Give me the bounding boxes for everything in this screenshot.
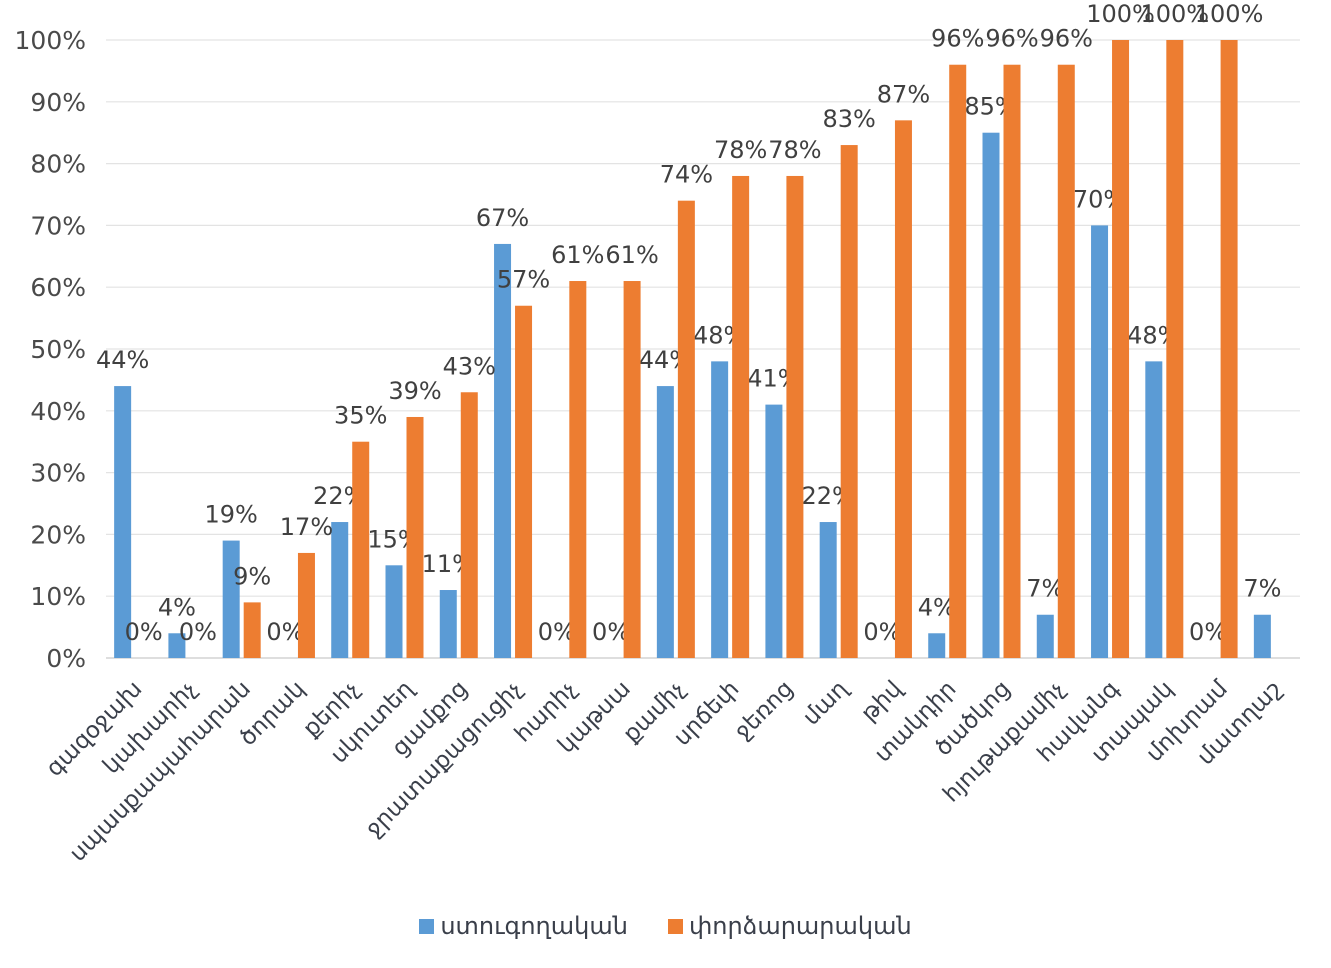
legend: ստուգողական փորձարարական: [0, 912, 1331, 940]
data-label: 96%: [1040, 25, 1093, 53]
x-tick-label: մաղ: [798, 675, 854, 731]
y-tick-label: 90%: [30, 88, 86, 117]
data-label: 74%: [660, 161, 713, 189]
data-label: 4%: [158, 593, 196, 621]
bar-series-1: [385, 565, 403, 658]
bar-series-1: [222, 540, 240, 658]
bar-series-1: [928, 633, 946, 658]
bar-series-2: [1220, 40, 1238, 658]
data-label: 78%: [768, 136, 821, 164]
data-label: 96%: [931, 25, 984, 53]
data-label: 17%: [280, 513, 333, 541]
bar-series-2: [949, 64, 967, 659]
y-tick-label: 0%: [46, 644, 86, 673]
data-label: 0%: [125, 618, 163, 646]
bar-series-2: [894, 120, 912, 659]
bar-series-1: [765, 404, 783, 658]
bar-series-2: [1112, 40, 1130, 658]
legend-swatch-series-1: [419, 918, 435, 934]
bar-series-2: [243, 602, 261, 658]
y-tick-label: 10%: [30, 582, 86, 611]
bar-series-1: [494, 243, 512, 658]
bar-series-1: [114, 386, 132, 658]
bar-series-2: [677, 200, 695, 658]
bar-series-2: [840, 145, 858, 658]
data-label: 100%: [1086, 0, 1155, 28]
bar-series-1: [656, 386, 674, 658]
bar-series-1: [982, 132, 1000, 658]
y-tick-label: 30%: [30, 459, 86, 488]
data-label: 87%: [877, 80, 930, 108]
bar-series-2: [569, 281, 587, 658]
bar-series-1: [1036, 614, 1054, 658]
data-label: 57%: [497, 266, 550, 294]
bar-series-1: [1091, 225, 1109, 658]
bar-series-2: [623, 281, 641, 658]
y-tick-label: 40%: [30, 397, 86, 426]
bar-chart-svg: 0% 10% 20% 30% 40% 50% 60% 70% 80% 90% 100% 44% 4% 19…: [15, 0, 1300, 867]
legend-label-series-2: փորձարարական: [688, 912, 912, 940]
bar-series-1: [1253, 614, 1271, 658]
bar-series-2: [460, 392, 478, 658]
legend-label-series-1: ստուգողական: [440, 912, 628, 940]
bar-series-1: [331, 522, 349, 658]
data-label: 9%: [233, 562, 271, 590]
bar-series-1: [168, 633, 186, 658]
bar-series-2: [1003, 64, 1021, 659]
data-label: 83%: [823, 105, 876, 133]
bar-series-1: [819, 522, 837, 658]
bar-series-2: [406, 416, 424, 658]
data-label: 39%: [388, 377, 441, 405]
bar-series-2: [732, 175, 750, 658]
bar-series-2: [297, 552, 315, 658]
data-label: 7%: [1243, 575, 1281, 603]
bar-series-2: [1057, 64, 1075, 659]
data-label: 19%: [205, 501, 258, 529]
data-label: 61%: [551, 241, 604, 269]
x-tick-label: ջեռոց: [730, 676, 799, 745]
bar-series-1: [711, 361, 729, 658]
y-tick-label: 100%: [15, 26, 86, 55]
data-label: 100%: [1195, 0, 1264, 28]
y-tick-label: 50%: [30, 335, 86, 364]
bar-series-2: [515, 305, 533, 658]
data-label: 67%: [476, 204, 529, 232]
data-label: 78%: [714, 136, 767, 164]
legend-item-series-2: փորձարարական: [667, 912, 912, 940]
data-label: 44%: [96, 346, 149, 374]
bar-series-2: [352, 441, 370, 658]
legend-item-series-1: ստուգողական: [419, 912, 628, 940]
data-label: 0%: [179, 618, 217, 646]
data-label: 61%: [605, 241, 658, 269]
y-tick-label: 20%: [30, 520, 86, 549]
data-label: 96%: [985, 25, 1038, 53]
bar-series-2: [786, 175, 804, 658]
legend-swatch-series-2: [667, 918, 683, 934]
data-label: 35%: [334, 402, 387, 430]
bar-series-2: [1166, 40, 1184, 658]
data-label: 100%: [1141, 0, 1210, 28]
data-label: 43%: [443, 352, 496, 380]
y-tick-label: 60%: [30, 273, 86, 302]
y-tick-label: 80%: [30, 150, 86, 179]
bar-series-1: [439, 590, 457, 658]
bar-series-1: [1145, 361, 1163, 658]
y-tick-label: 70%: [30, 211, 86, 240]
